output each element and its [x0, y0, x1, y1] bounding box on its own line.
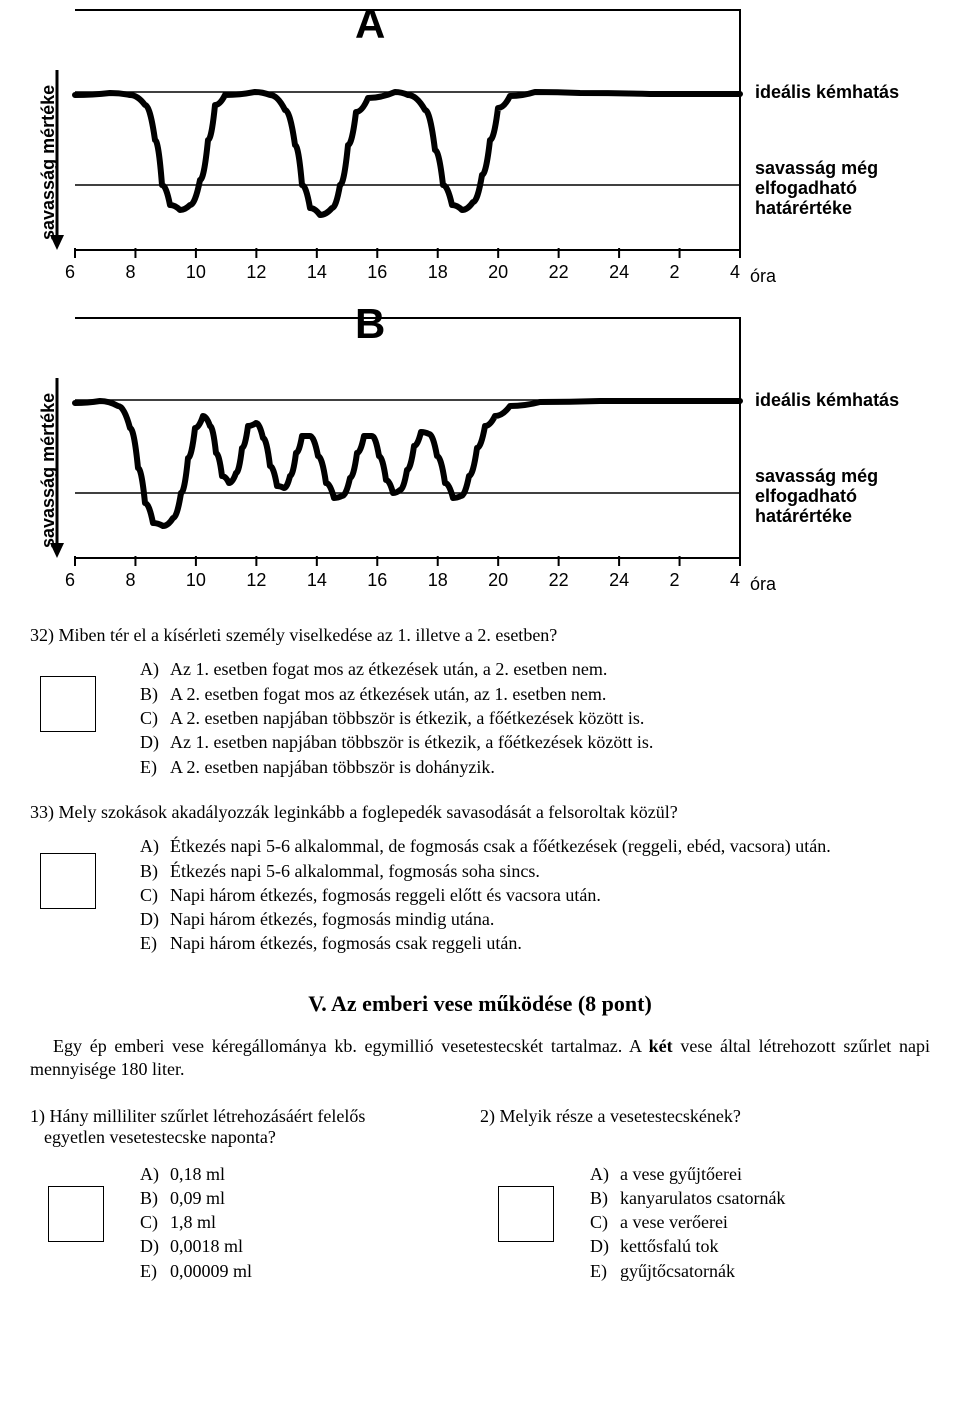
intro-p1: Egy ép emberi vese kéregállománya kb. eg…	[53, 1036, 649, 1056]
tick-label: 24	[609, 570, 629, 591]
q33-opt-a: Étkezés napi 5-6 alkalommal, de fogmosás…	[170, 836, 831, 856]
q33-opt-b: Étkezés napi 5-6 alkalommal, fogmosás so…	[170, 861, 540, 881]
q1-answer-box[interactable]	[48, 1186, 104, 1242]
tick-label: 10	[186, 570, 206, 591]
q2-answer-box[interactable]	[498, 1186, 554, 1242]
tick-label: 8	[125, 262, 135, 283]
tick-label: 12	[246, 570, 266, 591]
q32-opt-c-letter: C)	[140, 706, 170, 730]
q33-answer-box[interactable]	[40, 853, 96, 909]
tick-label: 12	[246, 262, 266, 283]
question-32: 32) Miben tér el a kísérleti személy vis…	[0, 624, 960, 779]
q1-opt-c: 1,8 ml	[170, 1212, 216, 1232]
q1-opt-e-letter: E)	[140, 1259, 170, 1283]
q1-opt-d-letter: D)	[140, 1234, 170, 1258]
q2-opt-b-letter: B)	[590, 1186, 620, 1210]
q32-opt-b: A 2. esetben fogat mos az étkezések után…	[170, 684, 606, 704]
chart-a-limit-label-2: elfogadható	[755, 178, 857, 199]
tick-label: 4	[730, 570, 740, 591]
q1-opt-a: 0,18 ml	[170, 1164, 225, 1184]
q2-opt-d: kettősfalú tok	[620, 1236, 718, 1256]
section-v-title: V. Az emberi vese működése (8 pont)	[30, 991, 930, 1017]
question-33: 33) Mely szokások akadályozzák leginkább…	[0, 801, 960, 956]
q1-opt-b-letter: B)	[140, 1186, 170, 1210]
q33-opt-c: Napi három étkezés, fogmosás reggeli elő…	[170, 885, 601, 905]
q2-opt-c-letter: C)	[590, 1210, 620, 1234]
q2-opt-d-letter: D)	[590, 1234, 620, 1258]
q2-opt-e: gyűjtőcsatornák	[620, 1261, 735, 1281]
q32-options: A)Az 1. esetben fogat mos az étkezések u…	[140, 657, 960, 778]
q33-opt-a-letter: A)	[140, 834, 170, 858]
q33-prompt: 33) Mely szokások akadályozzák leginkább…	[30, 801, 930, 824]
q33-opt-c-letter: C)	[140, 883, 170, 907]
tick-label: 24	[609, 262, 629, 283]
q33-opt-e: Napi három étkezés, fogmosás csak reggel…	[170, 933, 522, 953]
tick-label: 4	[730, 262, 740, 283]
q33-opt-e-letter: E)	[140, 931, 170, 955]
q32-opt-d: Az 1. esetben napjában többször is étkez…	[170, 732, 653, 752]
chart-a-limit-label-3: határértéke	[755, 198, 852, 219]
tick-label: 22	[549, 570, 569, 591]
intro-bold: két	[649, 1036, 673, 1056]
question-2: 2) Melyik része a vesetestecskének? A)a …	[480, 1106, 930, 1283]
tick-label: 18	[428, 570, 448, 591]
q32-answer-box[interactable]	[40, 676, 96, 732]
q1-options: A)0,18 ml B)0,09 ml C)1,8 ml D)0,0018 ml…	[140, 1162, 480, 1283]
tick-label: 2	[670, 570, 680, 591]
tick-label: 14	[307, 570, 327, 591]
chart-b-limit-label-2: elfogadható	[755, 486, 857, 507]
q32-opt-d-letter: D)	[140, 730, 170, 754]
q1-opt-c-letter: C)	[140, 1210, 170, 1234]
chart-a-ideal-label: ideális kémhatás	[755, 82, 899, 103]
chart-b-xlabel: óra	[750, 574, 776, 595]
q2-opt-c: a vese verőerei	[620, 1212, 728, 1232]
q32-opt-a: Az 1. esetben fogat mos az étkezések utá…	[170, 659, 607, 679]
tick-label: 16	[367, 262, 387, 283]
section-v-intro: Egy ép emberi vese kéregállománya kb. eg…	[30, 1035, 930, 1082]
tick-label: 22	[549, 262, 569, 283]
tick-label: 6	[65, 262, 75, 283]
chart-a-limit-label-1: savasság még	[755, 158, 878, 179]
q33-opt-d-letter: D)	[140, 907, 170, 931]
tick-label: 20	[488, 570, 508, 591]
q32-opt-a-letter: A)	[140, 657, 170, 681]
tick-label: 2	[670, 262, 680, 283]
q2-opt-a-letter: A)	[590, 1162, 620, 1186]
q32-opt-c: A 2. esetben napjában többször is étkezi…	[170, 708, 644, 728]
question-1: 1) Hány milliliter szűrlet létrehozásáér…	[30, 1106, 480, 1283]
q2-opt-b: kanyarulatos csatornák	[620, 1188, 785, 1208]
q33-options: A)Étkezés napi 5-6 alkalommal, de fogmos…	[140, 834, 960, 955]
q1-prompt-l1: 1) Hány milliliter szűrlet létrehozásáér…	[30, 1106, 480, 1127]
chart-a-plot	[0, 0, 760, 300]
q2-options: A)a vese gyűjtőerei B)kanyarulatos csato…	[590, 1162, 930, 1283]
tick-label: 14	[307, 262, 327, 283]
tick-label: 6	[65, 570, 75, 591]
q2-opt-a: a vese gyűjtőerei	[620, 1164, 742, 1184]
chart-a: A savasság mértéke ideális kémhatás sava…	[0, 0, 960, 300]
q33-opt-b-letter: B)	[140, 859, 170, 883]
q1-opt-e: 0,00009 ml	[170, 1261, 252, 1281]
chart-b-limit-label-3: határértéke	[755, 506, 852, 527]
q1-prompt-l2: egyetlen vesetestecske naponta?	[44, 1127, 480, 1148]
tick-label: 8	[125, 570, 135, 591]
chart-b-plot	[0, 308, 760, 608]
tick-label: 20	[488, 262, 508, 283]
q32-opt-b-letter: B)	[140, 682, 170, 706]
q2-prompt: 2) Melyik része a vesetestecskének?	[480, 1106, 930, 1127]
q32-opt-e: A 2. esetben napjában többször is dohány…	[170, 757, 495, 777]
chart-b: B savasság mértéke ideális kémhatás sava…	[0, 300, 960, 610]
tick-label: 18	[428, 262, 448, 283]
q1-opt-d: 0,0018 ml	[170, 1236, 243, 1256]
chart-a-xlabel: óra	[750, 266, 776, 287]
q2-opt-e-letter: E)	[590, 1259, 620, 1283]
q1-opt-b: 0,09 ml	[170, 1188, 225, 1208]
tick-label: 10	[186, 262, 206, 283]
q32-opt-e-letter: E)	[140, 755, 170, 779]
chart-b-ideal-label: ideális kémhatás	[755, 390, 899, 411]
q1-opt-a-letter: A)	[140, 1162, 170, 1186]
tick-label: 16	[367, 570, 387, 591]
q33-opt-d: Napi három étkezés, fogmosás mindig után…	[170, 909, 494, 929]
q32-prompt: 32) Miben tér el a kísérleti személy vis…	[30, 624, 930, 647]
chart-b-limit-label-1: savasság még	[755, 466, 878, 487]
